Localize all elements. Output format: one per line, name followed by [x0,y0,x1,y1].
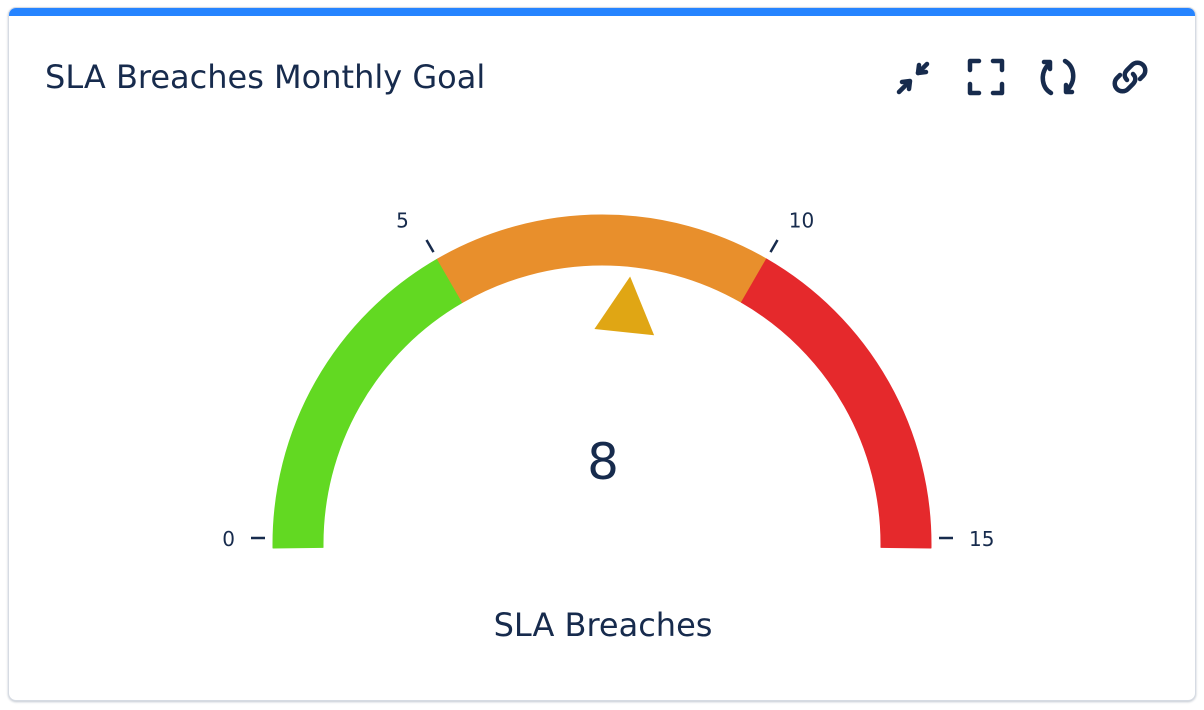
widget-toolbar [893,56,1151,98]
gauge-label: SLA Breaches [493,606,713,644]
gauge-chart: 0 5 10 15 [222,209,994,551]
refresh-button[interactable] [1037,56,1079,98]
widget-title: SLA Breaches Monthly Goal [45,58,486,96]
gauge-tick-label: 10 [789,209,814,233]
link-icon [1112,60,1148,94]
gauge-band-0 [272,258,463,549]
link-button[interactable] [1109,56,1151,98]
gauge-tick-5 [425,239,435,253]
gauge-value: 8 [587,433,619,491]
gauge-tick-label: 0 [222,527,235,551]
gauge-tick-label: 5 [396,209,409,233]
widget-accent-bar [9,8,1195,16]
gauge-tick-label: 15 [969,527,994,551]
gauge-band-2 [741,258,932,549]
minimize-arrows-icon [896,61,930,95]
minimize-button[interactable] [893,56,935,98]
gauge-band-1 [437,214,767,303]
fullscreen-button[interactable] [965,56,1007,98]
gauge-needle [594,276,655,336]
refresh-icon [1040,58,1076,96]
fullscreen-icon [967,58,1005,96]
gauge-tick-10 [769,239,779,253]
gauge-widget-card: SLA Breaches Monthly Goal [8,7,1196,701]
